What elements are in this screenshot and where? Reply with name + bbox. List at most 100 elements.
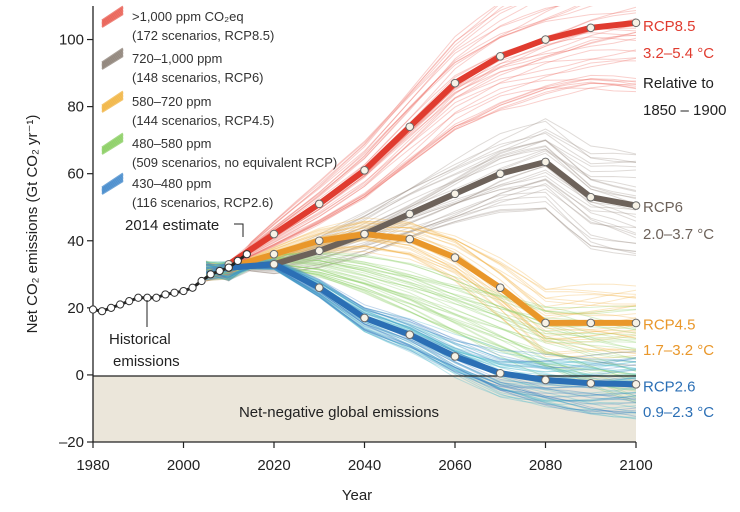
series-line-rcp26 xyxy=(225,261,636,388)
point-rcp85-2050 xyxy=(405,122,415,132)
scenario-line-rcp85-17 xyxy=(206,6,559,268)
scenario-line-rcp85-25 xyxy=(206,74,636,281)
historical-annotation-line2: emissions xyxy=(113,353,180,370)
scenario-line-rcp85-6 xyxy=(205,6,594,274)
legend-label-2: 580–720 ppm xyxy=(132,94,212,109)
legend-swatch-3 xyxy=(101,132,124,155)
legend-swatch-1 xyxy=(101,47,124,70)
right-labels: RCP8.5 3.2–5.4 °C Relative to 1850 – 1900 RC… xyxy=(643,18,726,421)
legend-sublabel-4: (116 scenarios, RCP2.6) xyxy=(132,195,273,210)
legend-sublabel-0: (172 scenarios, RCP8.5) xyxy=(132,28,274,43)
point-rcp26-2060 xyxy=(450,352,460,361)
legend-sublabel-1: (148 scenarios, RCP6) xyxy=(132,70,264,85)
historical-point-2004 xyxy=(197,276,206,286)
point-rcp6-2030 xyxy=(314,246,324,256)
right-label-9: 0.9–2.3 °C xyxy=(643,404,714,421)
scenario-line-rcp6-20 xyxy=(205,131,636,280)
scenario-line-rcp26-3 xyxy=(205,265,636,402)
historical-point-1982 xyxy=(97,307,107,316)
scenario-line-rcp26b-7 xyxy=(206,267,636,413)
scenario-line-rcp85-21 xyxy=(205,10,636,278)
scenario-line-rcp85-38 xyxy=(206,6,529,277)
x-tick-label-2040: 2040 xyxy=(348,457,381,474)
x-tick-label-2060: 2060 xyxy=(438,457,471,474)
point-rcp85-2100 xyxy=(631,18,641,28)
scenario-line-nocrp-23 xyxy=(205,257,636,351)
y-tick-label-20: 20 xyxy=(67,300,84,317)
historical-point-1986 xyxy=(116,300,125,309)
point-rcp45-2080 xyxy=(541,318,550,328)
point-rcp26-2020 xyxy=(269,259,279,269)
y-tick-label-60: 60 xyxy=(67,166,84,183)
scenario-line-rcp45-15 xyxy=(205,245,636,354)
point-rcp45-2090 xyxy=(586,318,596,328)
scenario-line-rcp6-18 xyxy=(205,207,636,275)
net-negative-band xyxy=(93,376,636,442)
scenario-line-rcp45-3 xyxy=(206,247,636,359)
point-rcp45-2060 xyxy=(450,253,460,262)
scenario-line-rcp45-4 xyxy=(205,224,636,305)
scenario-line-rcp85-22 xyxy=(206,78,636,282)
legend-label-1: 720–1,000 ppm xyxy=(132,51,222,66)
scenario-line-rcp26-22 xyxy=(205,260,636,414)
scenario-line-rcp26-24 xyxy=(206,267,636,397)
historical-point-1984 xyxy=(107,303,116,312)
right-label-3: 1850 – 1900 xyxy=(643,102,726,119)
scenario-line-rcp6-5 xyxy=(205,207,636,278)
historical-point-1988 xyxy=(125,297,134,306)
x-tick-label-2020: 2020 xyxy=(257,457,290,474)
historical-point-1998 xyxy=(170,288,179,297)
scenario-line-rcp26-29 xyxy=(205,262,636,418)
scenario-line-rcp85-39 xyxy=(205,6,518,275)
scenario-line-rcp85-26 xyxy=(205,81,636,277)
scenario-line-rcp45-29 xyxy=(205,238,636,341)
right-label-5: 2.0–3.7 °C xyxy=(643,226,714,243)
historical-point-2014 xyxy=(242,250,251,259)
legend-swatch-4 xyxy=(101,172,124,195)
scenario-line-rcp26-15 xyxy=(205,262,636,401)
x-tick-label-2080: 2080 xyxy=(529,457,562,474)
rcp-lines xyxy=(225,19,636,388)
scenario-line-rcp26-18 xyxy=(206,268,636,403)
point-rcp26-2040 xyxy=(360,313,369,323)
scenario-line-rcp26b-12 xyxy=(206,264,636,417)
point-rcp85-2070 xyxy=(495,52,505,61)
scenario-line-rcp26-2 xyxy=(206,261,636,420)
scenario-line-rcp85-9 xyxy=(206,49,636,271)
point-rcp26-2100 xyxy=(631,380,641,389)
legend-label-3: 480–580 ppm xyxy=(132,136,212,151)
point-rcp6-2070 xyxy=(495,169,505,178)
point-rcp45-2100 xyxy=(631,318,641,328)
scenario-line-rcp45-27 xyxy=(205,245,636,354)
point-rcp45-2040 xyxy=(360,229,369,239)
point-rcp26-2070 xyxy=(495,368,505,378)
point-rcp6-2090 xyxy=(586,192,596,202)
right-label-0: RCP8.5 xyxy=(643,18,696,35)
scenario-line-rcp6-23 xyxy=(205,208,636,275)
point-rcp6-2060 xyxy=(450,189,460,199)
point-rcp6-2050 xyxy=(405,209,415,219)
scenario-line-rcp26-8 xyxy=(205,261,636,415)
scenario-line-rcp85-5 xyxy=(205,83,636,275)
point-rcp85-2090 xyxy=(586,23,596,33)
scenario-line-rcp45-1 xyxy=(206,220,636,295)
scenario-line-rcp6-24 xyxy=(205,139,636,282)
scenario-line-rcp85-16 xyxy=(205,6,514,280)
point-rcp85-2060 xyxy=(450,78,460,88)
legend-label-0: >1,000 ppm CO₂eq xyxy=(132,9,244,24)
point-rcp85-2040 xyxy=(360,166,369,175)
scenario-line-rcp26-12 xyxy=(206,268,636,405)
point-rcp26-2050 xyxy=(405,330,415,339)
legend-swatch-2 xyxy=(101,90,124,113)
y-tick-label-40: 40 xyxy=(67,233,84,250)
point-rcp6-2100 xyxy=(631,201,641,210)
scenario-line-rcp26b-5 xyxy=(206,266,636,415)
legend-sublabel-2: (144 scenarios, RCP4.5) xyxy=(132,113,274,128)
scenario-line-rcp85-8 xyxy=(205,60,636,282)
legend-swatch-0 xyxy=(101,5,124,28)
legend-sublabel-3: (509 scenarios, no equivalent RCP) xyxy=(132,155,337,170)
scenario-line-rcp45-8 xyxy=(205,221,636,298)
historical-point-2002 xyxy=(188,283,197,292)
point-rcp45-2030 xyxy=(314,236,324,246)
